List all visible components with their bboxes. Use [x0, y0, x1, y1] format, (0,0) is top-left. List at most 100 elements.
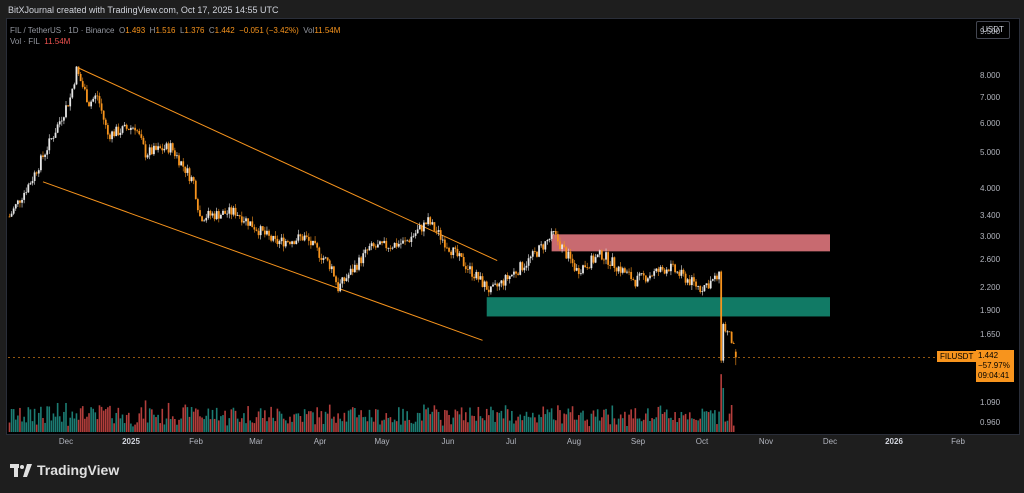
candle-body	[111, 131, 113, 140]
candle-body	[16, 200, 19, 205]
candle-body	[219, 214, 222, 219]
volume-bar	[722, 387, 725, 432]
candle-body	[653, 271, 656, 276]
volume-bar	[90, 407, 92, 432]
chart-panel[interactable]	[6, 18, 1020, 435]
volume-bar	[626, 425, 628, 432]
volume-bar	[575, 419, 578, 432]
candle-body	[540, 244, 543, 246]
candle-body	[56, 124, 59, 133]
volume-bar	[79, 408, 82, 432]
candle-body	[167, 143, 170, 153]
candle-body	[561, 244, 563, 250]
volume-bar	[310, 411, 312, 432]
candle-body	[335, 276, 337, 283]
candle-body	[257, 230, 260, 236]
volume-bar	[362, 417, 365, 432]
candle-body	[609, 264, 612, 266]
volume-legend[interactable]: Vol · FIL 11.54M	[10, 37, 70, 46]
volume-bar	[450, 424, 452, 432]
candle-body	[580, 273, 582, 275]
volume-bar	[171, 416, 174, 432]
close-value: 1.442	[214, 26, 235, 35]
price-tick-label: 9.500	[980, 27, 1001, 36]
candle-body	[48, 138, 51, 151]
candle-body	[123, 124, 126, 127]
volume-bar	[578, 415, 580, 432]
volume-bar	[567, 408, 570, 432]
candle-body	[299, 234, 302, 237]
candle-body	[222, 210, 224, 215]
candle-body	[307, 236, 310, 241]
candle-body	[617, 266, 620, 272]
candle-body	[347, 274, 350, 279]
candle-body	[490, 286, 492, 293]
volume-bar	[282, 418, 285, 432]
volume-bar	[19, 407, 21, 432]
candle-body	[230, 207, 233, 215]
volume-bar	[264, 410, 266, 432]
tradingview-logo[interactable]: TradingView	[10, 462, 119, 478]
volume-bar	[180, 418, 182, 432]
volume-bar	[531, 412, 534, 432]
candle-body	[247, 218, 250, 226]
volume-bar	[274, 421, 277, 432]
volume-bar	[331, 418, 333, 432]
symbol-title[interactable]: FIL / TetherUS · 1D · Binance	[10, 26, 115, 35]
price-tick-label: 1.090	[980, 398, 1001, 407]
volume-bar	[699, 418, 702, 432]
candle-body	[134, 127, 136, 131]
candle-body	[408, 240, 411, 242]
candle-body	[670, 263, 672, 272]
candle-body	[567, 251, 570, 259]
volume-bar	[485, 408, 488, 432]
candle-body	[423, 222, 425, 232]
candle-body	[366, 249, 369, 251]
candle-body	[433, 222, 436, 231]
volume-bar	[546, 409, 549, 432]
candle-body	[184, 166, 187, 173]
candle-body	[322, 258, 325, 260]
candle-body	[83, 86, 86, 90]
candle-body	[58, 121, 61, 125]
volume-bar	[247, 406, 249, 432]
candle-body	[372, 243, 375, 247]
volume-bar	[92, 408, 95, 432]
volume-bar	[410, 422, 413, 432]
volume-bar	[615, 424, 618, 432]
volume-bar	[23, 416, 25, 432]
volume-bar	[479, 416, 482, 432]
candle-body	[125, 124, 128, 129]
candle-body	[251, 221, 254, 228]
candle-body	[446, 247, 448, 249]
volume-bar	[508, 420, 511, 432]
candle-body	[732, 343, 735, 344]
volume-bar	[354, 407, 356, 432]
volume-bar	[720, 374, 722, 432]
volume-bar	[324, 411, 327, 432]
currency-selector[interactable]: USDT	[976, 21, 1010, 39]
volume-bar	[437, 411, 440, 432]
volume-bar	[534, 417, 536, 432]
candle-body	[360, 257, 363, 264]
volume-bar	[102, 410, 105, 432]
volume-bar	[312, 412, 314, 432]
volume-bar	[431, 411, 434, 432]
volume-bar	[381, 420, 383, 432]
candle-body	[473, 276, 476, 279]
candle-body	[176, 155, 178, 157]
candle-body	[703, 285, 706, 292]
candle-body	[676, 271, 679, 273]
candle-body	[98, 96, 101, 104]
candle-body	[318, 247, 321, 258]
volume-bar	[209, 419, 212, 432]
support-zone	[486, 297, 830, 317]
candle-body	[374, 246, 377, 248]
volume-bar	[37, 412, 40, 432]
candle-body	[448, 247, 450, 252]
volume-bar	[52, 413, 55, 432]
candle-body	[636, 275, 639, 287]
candle-body	[19, 200, 21, 203]
candle-body	[546, 240, 549, 242]
